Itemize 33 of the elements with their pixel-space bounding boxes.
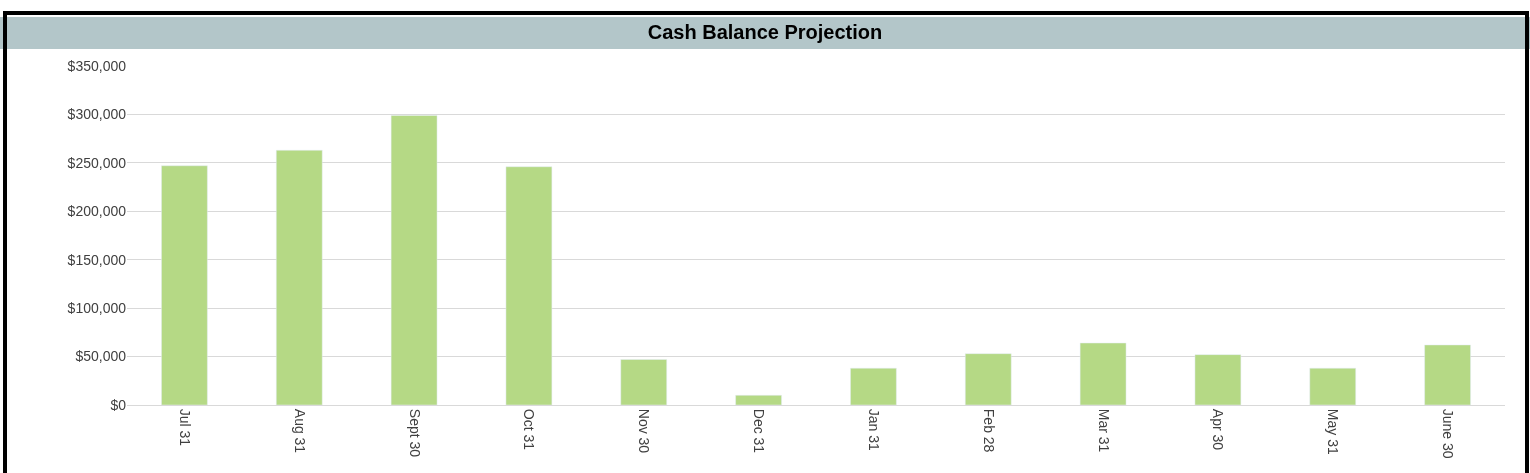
bar <box>276 150 323 405</box>
bar <box>965 353 1012 405</box>
x-tick-label: June 30 <box>1440 408 1457 459</box>
bar <box>1079 342 1127 405</box>
bar <box>1194 354 1242 405</box>
x-tick-label: Dec 31 <box>751 408 768 454</box>
x-tick-label: Oct 31 <box>521 408 538 451</box>
x-tick-label: Jan 31 <box>865 408 882 452</box>
x-tick-label: Mar 31 <box>1095 408 1112 453</box>
bar <box>735 395 782 405</box>
y-tick-label: $50,000 <box>75 348 127 365</box>
chart-title: Cash Balance Projection <box>647 21 883 43</box>
y-tick-label: $150,000 <box>67 251 127 268</box>
y-tick-label: $200,000 <box>67 203 127 220</box>
y-tick-label: $0 <box>110 396 127 413</box>
bar <box>620 359 667 405</box>
x-tick-label: Jul 31 <box>176 408 193 447</box>
x-tick-label: Aug 31 <box>291 408 308 454</box>
bar <box>1309 367 1356 405</box>
bar <box>505 166 553 405</box>
bar <box>850 367 897 405</box>
y-tick-label: $350,000 <box>67 57 127 74</box>
bar <box>390 115 438 405</box>
y-tick-label: $100,000 <box>67 300 127 317</box>
x-tick-label: May 31 <box>1325 408 1342 455</box>
x-tick-label: Feb 28 <box>980 408 997 453</box>
x-tick-label: Apr 30 <box>1210 408 1227 451</box>
y-tick-label: $300,000 <box>67 106 127 123</box>
x-tick-label: Sept 30 <box>406 408 423 458</box>
bar <box>161 165 208 405</box>
bar <box>1424 344 1471 405</box>
x-tick-label: Nov 30 <box>636 408 653 454</box>
y-tick-label: $250,000 <box>67 154 127 171</box>
